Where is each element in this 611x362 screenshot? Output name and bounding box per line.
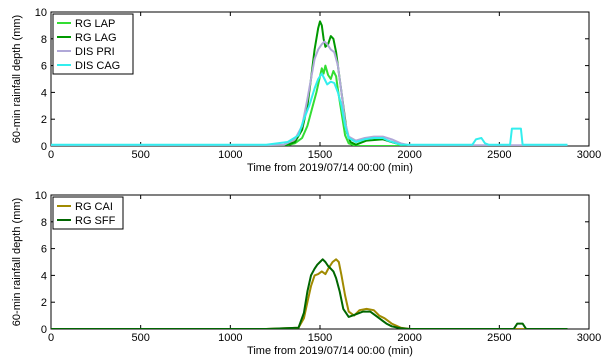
series-line-rg-sff [51, 258, 568, 329]
legend-entry: RG LAG [75, 32, 117, 44]
legend-entry: DIS CAG [75, 60, 120, 72]
x-tick-label: 1000 [218, 332, 242, 344]
legend-entry: RG LAP [75, 18, 115, 30]
y-tick-label: 8 [41, 217, 47, 229]
y-tick-label: 0 [41, 324, 47, 336]
legend-box [52, 196, 124, 230]
series-line-rg-lap [51, 64, 568, 146]
x-axis-label: Time from 2019/07/14 00:00 (min) [247, 162, 413, 174]
y-tick-label: 6 [41, 244, 47, 256]
series-group [51, 258, 568, 329]
legend-entry: RG SFF [75, 215, 116, 227]
y-tick-label: 6 [41, 61, 47, 73]
x-axis-label: Time from 2019/07/14 00:00 (min) [247, 345, 413, 357]
chart-panel-1: 0 500 1000 1500 2000 2500 3000 0 2 4 6 8 10 Time from… [11, 7, 601, 174]
x-tick-label: 0 [48, 149, 54, 161]
x-tick-label: 500 [131, 332, 149, 344]
legend-entry: DIS PRI [75, 46, 115, 58]
series-group [51, 20, 568, 146]
y-tick-label: 4 [41, 87, 47, 99]
legend: RG CAI RG SFF [52, 196, 124, 230]
y-tick-label: 10 [35, 7, 47, 19]
y-tick-label: 2 [41, 297, 47, 309]
x-tick-label: 2500 [487, 149, 511, 161]
x-tick-label: 1000 [218, 149, 242, 161]
y-tick-label: 0 [41, 141, 47, 153]
x-tick-label: 1500 [308, 149, 332, 161]
x-tick-label: 0 [48, 332, 54, 344]
series-line-rg-cai [51, 258, 568, 329]
x-tick-label: 500 [131, 149, 149, 161]
y-tick-label: 4 [41, 270, 47, 282]
chart-panel-2: 0 500 1000 1500 2000 2500 3000 0 2 4 6 8 10 Time from… [11, 190, 601, 357]
legend-entry: RG CAI [75, 201, 113, 213]
x-tick-label: 2000 [397, 332, 421, 344]
y-tick-label: 2 [41, 114, 47, 126]
y-axis-label: 60-min rainfall depth (mm) [11, 15, 23, 143]
y-tick-label: 8 [41, 34, 47, 46]
series-line-dis-cag [51, 72, 568, 146]
y-axis-label: 60-min rainfall depth (mm) [11, 198, 23, 326]
x-tick-label: 1500 [308, 332, 332, 344]
legend: RG LAP RG LAG DIS PRI DIS CAG [52, 13, 134, 75]
x-tick-label: 3000 [577, 332, 601, 344]
x-tick-label: 2500 [487, 332, 511, 344]
y-tick-label: 10 [35, 190, 47, 202]
x-tick-label: 3000 [577, 149, 601, 161]
x-tick-label: 2000 [397, 149, 421, 161]
